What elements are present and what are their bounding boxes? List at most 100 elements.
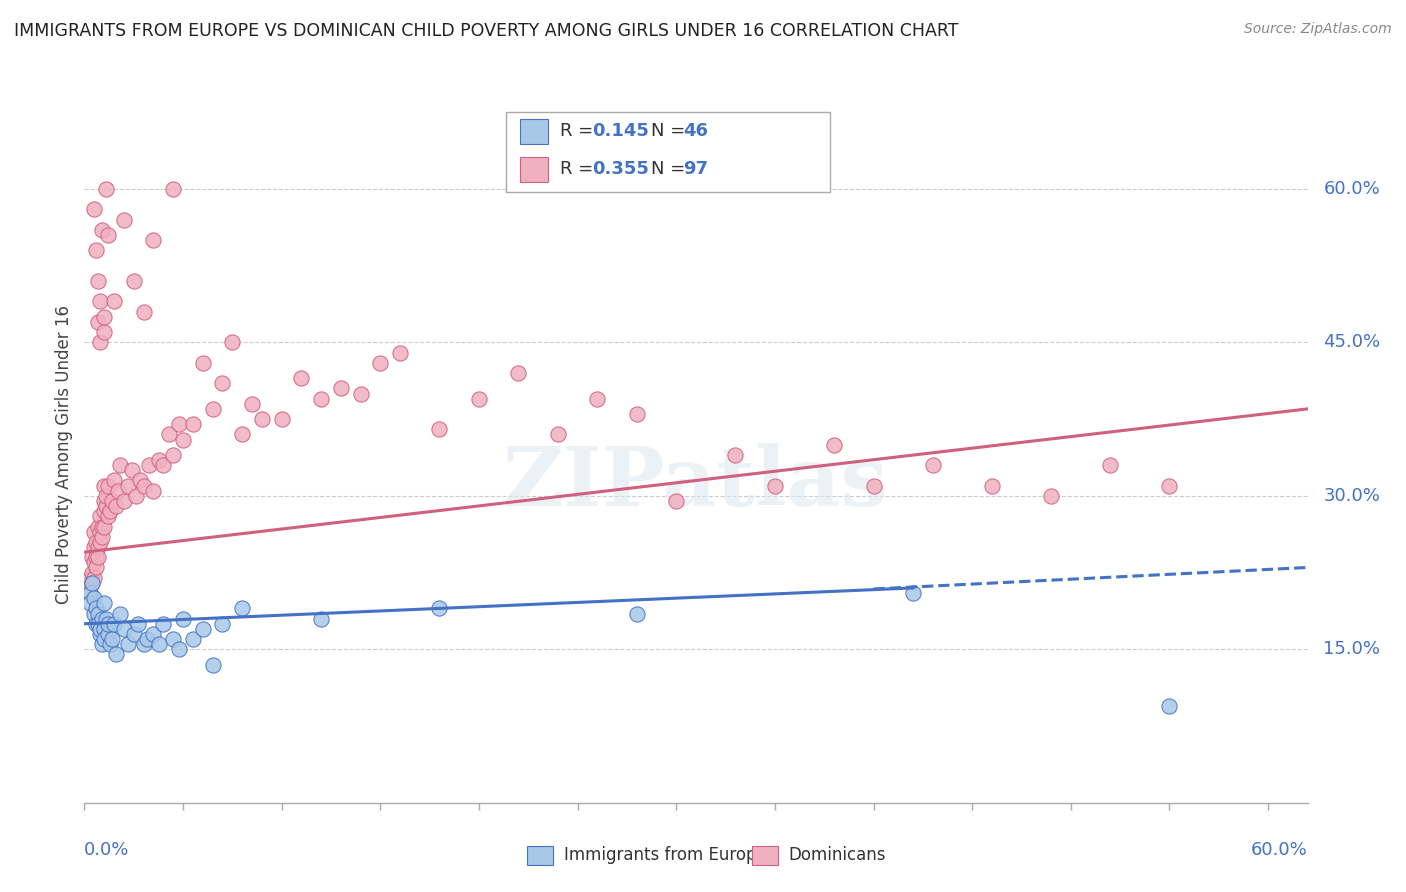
Point bbox=[148, 453, 170, 467]
Point bbox=[142, 627, 165, 641]
Point bbox=[107, 483, 129, 498]
Point bbox=[429, 422, 451, 436]
Point bbox=[103, 616, 125, 631]
Text: N =: N = bbox=[651, 161, 690, 178]
Text: Source: ZipAtlas.com: Source: ZipAtlas.com bbox=[1244, 22, 1392, 37]
Text: 46: 46 bbox=[683, 122, 709, 140]
Point bbox=[112, 494, 135, 508]
Text: ZIPatlas: ZIPatlas bbox=[503, 442, 889, 523]
Point bbox=[97, 627, 120, 641]
Point bbox=[83, 202, 105, 217]
Point bbox=[89, 335, 111, 350]
Point bbox=[83, 524, 105, 539]
Point bbox=[89, 622, 111, 636]
Point bbox=[508, 366, 530, 380]
Point bbox=[429, 601, 451, 615]
Point bbox=[79, 575, 101, 590]
Point bbox=[132, 637, 155, 651]
Point bbox=[87, 607, 110, 621]
Point bbox=[79, 571, 101, 585]
Point bbox=[112, 212, 135, 227]
Point bbox=[1159, 478, 1181, 492]
Point bbox=[1099, 458, 1122, 472]
Point bbox=[211, 616, 233, 631]
Text: 45.0%: 45.0% bbox=[1323, 334, 1381, 351]
Point bbox=[82, 550, 104, 565]
Point bbox=[142, 233, 165, 247]
Point bbox=[211, 376, 233, 391]
Point bbox=[93, 494, 115, 508]
Text: Immigrants from Europe: Immigrants from Europe bbox=[564, 847, 766, 864]
Point bbox=[167, 417, 190, 432]
Point bbox=[389, 345, 412, 359]
Point bbox=[84, 550, 107, 565]
Point bbox=[104, 648, 127, 662]
Point bbox=[152, 458, 174, 472]
Point bbox=[167, 642, 190, 657]
Point bbox=[98, 504, 121, 518]
Point bbox=[93, 596, 115, 610]
Point bbox=[626, 407, 648, 421]
Point bbox=[172, 433, 194, 447]
Point bbox=[862, 478, 884, 492]
Point bbox=[162, 448, 184, 462]
Point bbox=[82, 566, 104, 580]
Point bbox=[823, 438, 845, 452]
Text: 30.0%: 30.0% bbox=[1323, 487, 1381, 505]
Point bbox=[83, 555, 105, 569]
Point bbox=[148, 637, 170, 651]
Point bbox=[94, 499, 117, 513]
Point bbox=[1159, 698, 1181, 713]
Point bbox=[191, 622, 214, 636]
Point bbox=[136, 632, 159, 646]
Point bbox=[201, 401, 224, 416]
Text: R =: R = bbox=[560, 122, 599, 140]
Point bbox=[547, 427, 569, 442]
Point bbox=[89, 627, 111, 641]
Point bbox=[152, 616, 174, 631]
Point bbox=[108, 458, 131, 472]
Point bbox=[94, 489, 117, 503]
Point bbox=[921, 458, 943, 472]
Point bbox=[138, 458, 160, 472]
Point bbox=[101, 494, 124, 508]
Point bbox=[270, 412, 292, 426]
Point bbox=[763, 478, 786, 492]
Point bbox=[98, 637, 121, 651]
Point bbox=[191, 356, 214, 370]
Point bbox=[231, 601, 253, 615]
Text: R =: R = bbox=[560, 161, 599, 178]
Point bbox=[84, 601, 107, 615]
Point bbox=[132, 478, 155, 492]
Point bbox=[127, 616, 149, 631]
Point bbox=[221, 335, 243, 350]
Text: 15.0%: 15.0% bbox=[1323, 640, 1381, 658]
Point bbox=[124, 489, 146, 503]
Point bbox=[97, 227, 120, 242]
Point bbox=[665, 494, 688, 508]
Point bbox=[724, 448, 747, 462]
Point bbox=[93, 504, 115, 518]
Point bbox=[79, 586, 101, 600]
Point bbox=[91, 637, 114, 651]
Point bbox=[181, 632, 204, 646]
Point bbox=[626, 607, 648, 621]
Point bbox=[93, 310, 115, 324]
Point bbox=[142, 483, 165, 498]
Point bbox=[157, 427, 180, 442]
Text: 97: 97 bbox=[683, 161, 709, 178]
Point bbox=[121, 463, 143, 477]
Point bbox=[290, 371, 312, 385]
Point bbox=[89, 535, 111, 549]
Text: N =: N = bbox=[651, 122, 690, 140]
Text: 60.0%: 60.0% bbox=[1323, 180, 1381, 198]
Point bbox=[94, 612, 117, 626]
Point bbox=[91, 519, 114, 533]
Point bbox=[91, 612, 114, 626]
Point bbox=[101, 632, 124, 646]
Point bbox=[91, 530, 114, 544]
Point bbox=[87, 274, 110, 288]
Point bbox=[97, 509, 120, 524]
Point bbox=[368, 356, 391, 370]
Point bbox=[104, 499, 127, 513]
